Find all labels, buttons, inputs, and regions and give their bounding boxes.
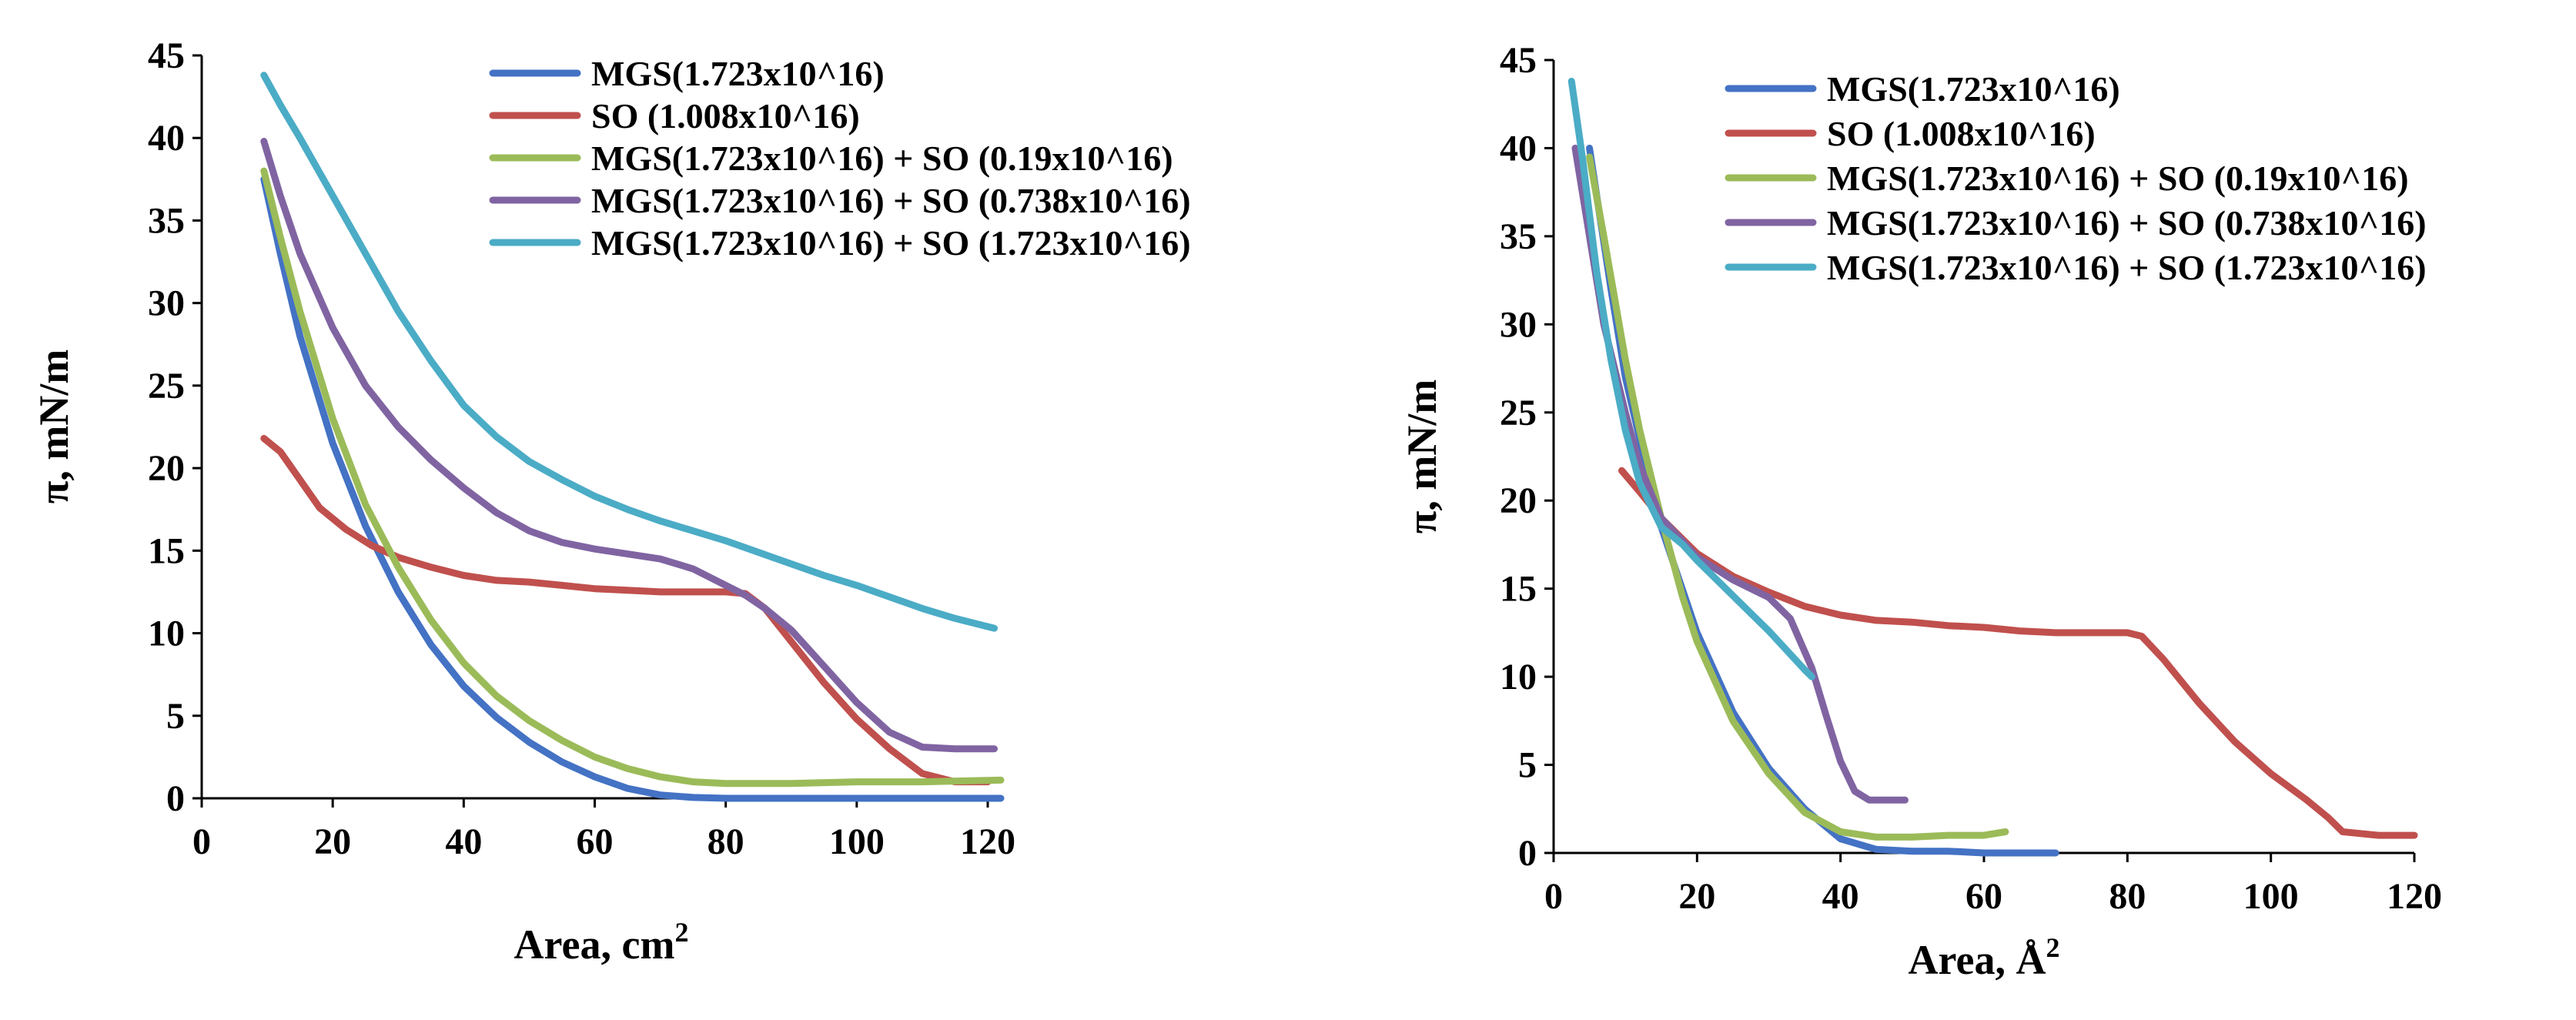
y-tick-label: 30 — [1500, 304, 1537, 345]
x-tick-label: 100 — [829, 821, 885, 862]
x-tick-label: 40 — [445, 821, 482, 862]
legend-entry: MGS(1.723x10^16) — [591, 54, 885, 93]
y-tick-label: 5 — [1518, 745, 1537, 786]
y-tick-label: 10 — [1500, 657, 1537, 697]
legend-entry: SO (1.008x10^16) — [1827, 114, 2096, 153]
chart-2: 0 5 10 15 20 25 30 35 40 45 0 20 40 60 80 100 120 Area, Å… — [1399, 40, 2442, 983]
legend-entry: MGS(1.723x10^16) + SO (0.738x10^16) — [591, 181, 1191, 220]
legend-entry: MGS(1.723x10^16) + SO (0.738x10^16) — [1827, 203, 2427, 242]
y-tick-label: 45 — [1500, 40, 1537, 81]
legend-entry: MGS(1.723x10^16) + SO (1.723x10^16) — [591, 223, 1191, 263]
legend-entry: MGS(1.723x10^16) — [1827, 69, 2120, 109]
x-tick-label: 20 — [1678, 876, 1715, 917]
x-axis-label: Area, cm2 — [514, 917, 689, 968]
x-tick-label: 80 — [2109, 876, 2146, 917]
legend: MGS(1.723x10^16) SO (1.008x10^16) MGS(1.72… — [1725, 69, 2427, 287]
series-line-5 — [1567, 78, 1815, 681]
chart-1: 0 5 10 15 20 25 30 35 40 45 0 20 40 60 80 100 120 Area, c… — [31, 35, 1191, 968]
y-tick-label: 15 — [148, 530, 185, 571]
y-axis-label: π, mN/m — [31, 349, 77, 504]
x-tick-label: 20 — [314, 821, 351, 862]
x-axis-label-superscript: 2 — [2046, 932, 2059, 963]
legend-entry: MGS(1.723x10^16) + SO (1.723x10^16) — [1827, 248, 2427, 287]
y-tick-label: 20 — [148, 448, 185, 489]
y-tick-label: 25 — [1500, 393, 1537, 433]
series-line-4 — [260, 138, 998, 753]
series-line-5 — [260, 72, 998, 632]
legend-entry: SO (1.008x10^16) — [591, 96, 860, 135]
x-tick-label: 120 — [2387, 876, 2442, 917]
series-line-3 — [1586, 153, 2009, 841]
x-tick-label: 80 — [708, 821, 744, 862]
y-tick-label: 5 — [166, 696, 185, 737]
y-tick-label: 45 — [148, 35, 185, 76]
x-tick-label: 100 — [2243, 876, 2299, 917]
y-tick-label: 15 — [1500, 569, 1537, 610]
x-tick-label: 40 — [1822, 876, 1859, 917]
y-tick-label: 35 — [148, 200, 185, 241]
series-line-3 — [260, 167, 1005, 788]
y-tick-label: 40 — [1500, 128, 1537, 169]
x-tick-label: 0 — [192, 821, 211, 862]
x-tick-label: 60 — [1965, 876, 2002, 917]
y-tick-label: 20 — [1500, 480, 1537, 521]
series-line-2 — [260, 435, 992, 786]
series-line-2 — [1618, 467, 2418, 839]
x-axis-label: Area, Å2 — [1909, 932, 2060, 983]
legend: MGS(1.723x10^16)SO (1.008x10^16) MGS(1.72… — [489, 54, 1191, 263]
series-line-1 — [260, 176, 1005, 802]
y-tick-label: 0 — [166, 778, 185, 819]
y-tick-label: 10 — [148, 614, 185, 654]
y-tick-label: 0 — [1518, 833, 1537, 874]
y-tick-label: 25 — [148, 366, 185, 406]
y-tick-label: 30 — [148, 283, 185, 324]
x-axis-label-superscript: 2 — [674, 917, 688, 948]
legend-entry: MGS(1.723x10^16) + SO (0.19x10^16) — [591, 139, 1173, 178]
y-tick-label: 35 — [1500, 216, 1537, 257]
x-tick-label: 120 — [960, 821, 1015, 862]
y-tick-label: 40 — [148, 118, 185, 159]
x-tick-label: 60 — [576, 821, 613, 862]
y-axis-label: π, mN/m — [1399, 380, 1445, 534]
x-axis-label-text: Area, Å — [1909, 937, 2046, 983]
x-tick-label: 0 — [1544, 876, 1563, 917]
legend-entry: MGS(1.723x10^16) + SO (0.19x10^16) — [1827, 159, 2409, 198]
x-axis-label-text: Area, cm — [514, 921, 675, 968]
